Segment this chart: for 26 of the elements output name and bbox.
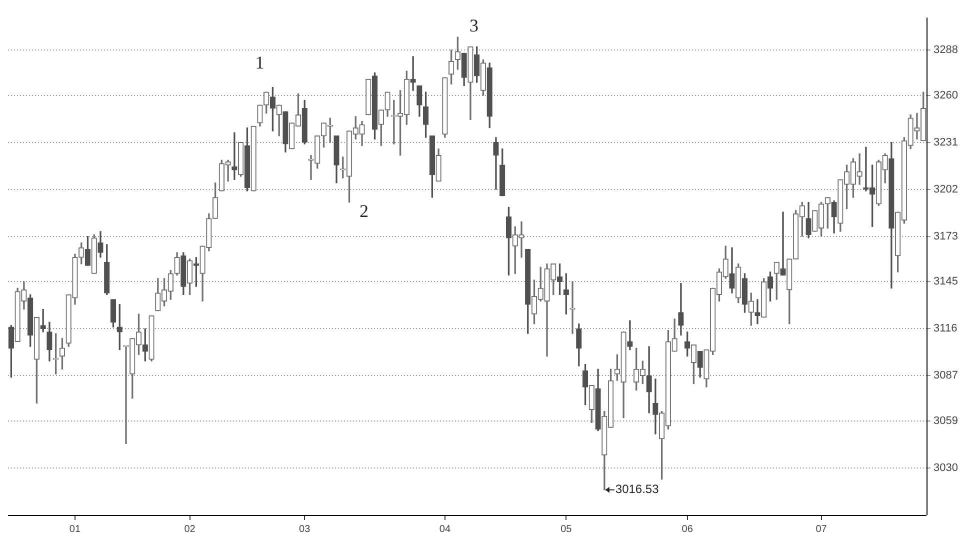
x-tick-label: 04: [439, 524, 451, 535]
y-tick-label: 3059: [934, 415, 958, 428]
y-tick-label: 3288: [934, 44, 958, 56]
annotation: 3: [470, 15, 479, 36]
annotation: 3016.53: [615, 482, 660, 496]
y-tick-label: 3087: [934, 370, 958, 382]
y-tick-label: 3145: [934, 276, 958, 288]
candlestick: [652, 378, 658, 434]
y-tick-label: 3202: [934, 183, 958, 196]
y-tick-label: 3030: [934, 462, 958, 474]
x-tick-label: 07: [816, 524, 828, 535]
y-tick-label: 3173: [934, 230, 958, 242]
annotation: 1: [255, 52, 264, 72]
x-tick-label: 05: [560, 524, 572, 535]
y-tick-label: 3260: [934, 89, 958, 102]
candlestick: [754, 299, 760, 324]
y-tick-label: 3116: [934, 322, 958, 335]
x-tick-label: 03: [299, 524, 311, 535]
x-tick-label: 01: [69, 524, 81, 535]
candlestick: [780, 212, 786, 276]
x-tick-label: 02: [184, 524, 196, 535]
y-tick-label: 3231: [934, 136, 958, 148]
candlestick: [646, 346, 652, 414]
x-tick-label: 06: [682, 524, 694, 535]
annotation: 2: [360, 200, 369, 221]
candlestick: [627, 320, 633, 350]
